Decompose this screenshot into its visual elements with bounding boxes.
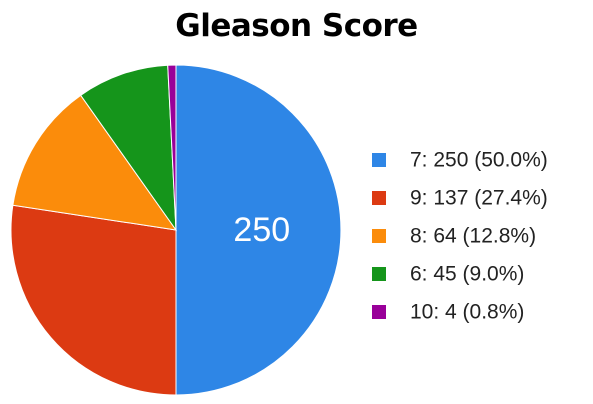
legend-label-7: 7: 250 (50.0%) xyxy=(410,149,548,172)
chart-legend: 7: 250 (50.0%) 9: 137 (27.4%) 8: 64 (12.8%… xyxy=(372,149,548,324)
legend-label-9: 9: 137 (27.4%) xyxy=(410,187,548,210)
legend-label-6: 6: 45 (9.0%) xyxy=(410,263,524,286)
pie-slice-9 xyxy=(11,205,176,395)
pie-slice-labels: 250 xyxy=(233,211,290,249)
legend-swatch-10 xyxy=(372,305,386,319)
pie-slice-value-label: 250 xyxy=(233,211,290,249)
legend-swatch-7 xyxy=(372,153,386,167)
legend-swatch-9 xyxy=(372,191,386,205)
legend-swatch-8 xyxy=(372,229,386,243)
legend-label-10: 10: 4 (0.8%) xyxy=(410,301,524,324)
legend-swatch-6 xyxy=(372,267,386,281)
pie-slices xyxy=(11,65,341,395)
legend-label-8: 8: 64 (12.8%) xyxy=(410,225,536,248)
